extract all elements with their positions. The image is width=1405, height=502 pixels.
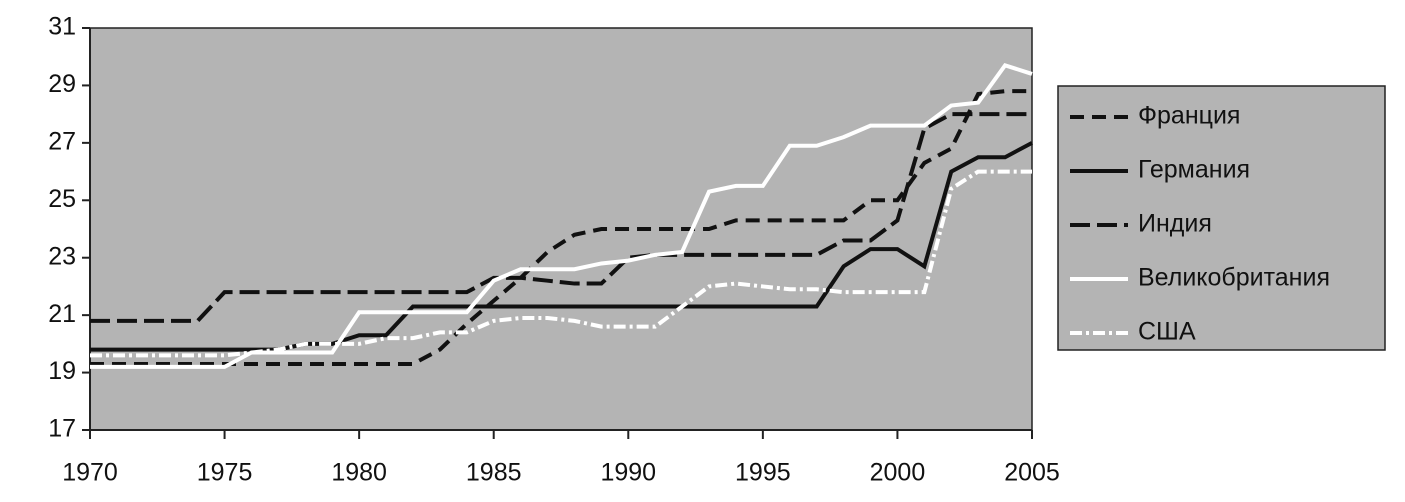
y-tick-label: 25 [48, 185, 76, 213]
y-tick-label: 23 [48, 242, 76, 270]
y-tick-label: 27 [48, 127, 76, 155]
x-tick-label: 1970 [62, 459, 118, 487]
legend-label: Франция [1138, 102, 1240, 130]
legend-box [1057, 85, 1386, 351]
series-line [90, 141, 1033, 352]
series-line [90, 112, 1032, 323]
x-tick-label: 1990 [600, 459, 656, 487]
legend-label: Великобритания [1138, 264, 1330, 292]
legend-label: Германия [1138, 156, 1250, 184]
x-tick-label: 1975 [197, 459, 253, 487]
series-line [90, 89, 1032, 366]
x-tick-label: 1995 [735, 459, 791, 487]
legend-label: США [1138, 318, 1196, 346]
legend-label: Индия [1138, 210, 1212, 238]
x-tick-label: 2005 [1004, 459, 1060, 487]
y-tick-label: 21 [48, 300, 76, 328]
y-tick-label: 17 [48, 415, 76, 443]
y-tick-label: 31 [48, 13, 76, 41]
y-tick-label: 29 [48, 70, 76, 98]
x-tick-label: 2000 [870, 459, 926, 487]
plot-area [89, 27, 1033, 431]
y-tick-label: 19 [48, 357, 76, 385]
x-tick-label: 1980 [331, 459, 387, 487]
x-tick-label: 1985 [466, 459, 522, 487]
